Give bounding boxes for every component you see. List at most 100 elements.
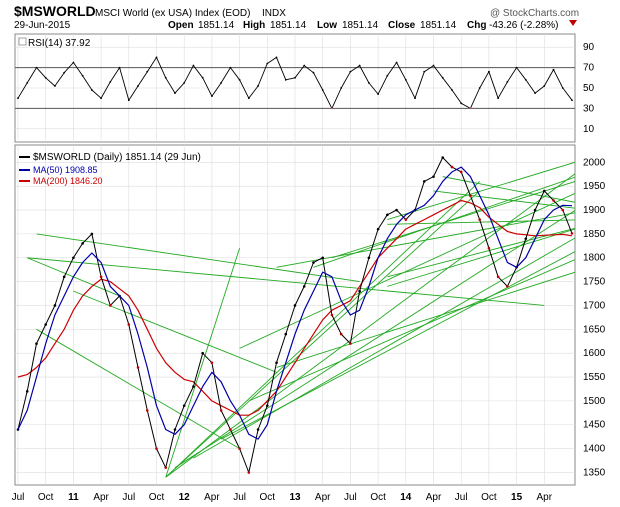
price-tick-label: 1850: [583, 229, 606, 240]
rsi-point: [561, 87, 564, 89]
x-tick-label: Oct: [260, 492, 276, 503]
rsi-point: [488, 70, 490, 73]
trendlines: [27, 161, 575, 478]
rsi-settings-icon[interactable]: [18, 37, 27, 46]
trendline: [165, 248, 241, 478]
price-point: [192, 385, 195, 388]
x-tick-label: Apr: [315, 492, 331, 503]
rsi-point: [506, 80, 509, 83]
low-value: 1851.14: [342, 20, 379, 31]
price-point: [25, 390, 29, 393]
rsi-point: [26, 82, 29, 84]
symbol-title: $MSWORLD: [14, 3, 96, 19]
open-value: 1851.14: [198, 20, 235, 31]
x-tick-label: Apr: [426, 492, 442, 503]
rsi-point: [404, 78, 407, 81]
rsi-point: [17, 97, 19, 100]
x-tick-label: 15: [511, 492, 523, 503]
price-point: [53, 304, 57, 307]
x-tick-label: Apr: [537, 492, 553, 503]
price-point: [330, 313, 334, 317]
rsi-point: [137, 85, 139, 87]
rsi-point: [44, 76, 47, 79]
x-tick-label: 11: [68, 492, 79, 503]
price-point: [90, 232, 94, 236]
x-tick-label: Jul: [344, 492, 357, 503]
rsi-point: [349, 70, 352, 73]
price-point: [312, 261, 315, 264]
x-tick-label: Jul: [233, 492, 246, 503]
trendline: [36, 233, 360, 283]
trendline: [313, 176, 575, 268]
trendline: [248, 259, 575, 402]
price-point: [284, 332, 288, 336]
trendline: [276, 212, 575, 268]
price-point: [145, 409, 149, 412]
price-tick-label: 1550: [583, 372, 606, 383]
x-tick-label: 12: [179, 492, 191, 503]
price-point: [99, 275, 103, 279]
price-point: [62, 275, 66, 279]
rsi-ticks: 90 70 50 30 10: [583, 42, 595, 135]
rsi-point: [478, 87, 481, 89]
price-point: [422, 180, 426, 183]
price-point: [173, 428, 177, 431]
price-point: [349, 342, 352, 345]
price-point: [506, 285, 509, 288]
trendline: [193, 237, 575, 459]
rsi-point: [321, 89, 324, 91]
trendline: [165, 173, 575, 478]
rsi-point: [515, 66, 518, 69]
trendline: [165, 190, 480, 478]
low-label: Low: [317, 20, 337, 31]
trendline: [433, 190, 575, 209]
price-point: [367, 256, 371, 260]
rsi-point: [109, 80, 112, 83]
trendline: [331, 181, 575, 259]
rsi-point: [35, 66, 38, 69]
price-point: [44, 323, 47, 326]
open-label: Open: [168, 20, 194, 31]
rsi-point: [331, 107, 333, 110]
price-point: [127, 323, 131, 326]
rsi-point: [174, 92, 176, 94]
rsi-point: [386, 74, 389, 77]
legend-price: $MSWORLD (Daily) 1851.14 (29 Jun): [33, 152, 201, 163]
price-point: [543, 189, 546, 193]
rsi-line: [17, 56, 573, 110]
rsi-label: RSI(14) 37.92: [28, 38, 91, 49]
rsi-point: [257, 85, 259, 87]
price-point: [469, 194, 472, 198]
ma50-series: [17, 166, 573, 440]
rsi-point: [423, 70, 426, 73]
x-ticks: Jul Oct 11 Apr Jul Oct 12 Apr Jul Oct 13 Apr Jul Oct 1…: [12, 492, 553, 503]
rsi-point: [201, 76, 204, 79]
rsi-point: [312, 71, 315, 74]
price-point: [238, 447, 241, 450]
price-tick-label: 1500: [583, 396, 606, 407]
rsi-point: [451, 89, 453, 91]
rsi-point: [441, 76, 444, 79]
price-line: [16, 156, 574, 474]
price-point: [339, 332, 343, 336]
price-point: [321, 256, 325, 260]
rsi-point: [469, 107, 472, 110]
rsi-point: [211, 95, 213, 98]
rsi-point: [571, 99, 573, 102]
rsi-tick-label: 10: [583, 124, 595, 135]
price-tick-label: 1700: [583, 300, 606, 311]
trendline: [73, 290, 277, 373]
rsi-point: [543, 85, 546, 87]
rsi-tick-label: 70: [583, 63, 595, 74]
close-value: 1851.14: [420, 20, 457, 31]
price-point: [450, 165, 454, 169]
rsi-point: [100, 97, 102, 100]
rsi-point: [460, 102, 463, 105]
rsi-point: [497, 97, 500, 100]
rsi-point: [146, 70, 149, 73]
index-name: MSCI World (ex USA) Index (EOD): [95, 8, 250, 19]
x-tick-label: Oct: [370, 492, 386, 503]
trendline: [276, 271, 575, 368]
price-ticks: 2000 1950 1900 1850 1800 1750 1700 1650 1600 1550…: [583, 157, 606, 478]
price-point: [35, 342, 38, 345]
